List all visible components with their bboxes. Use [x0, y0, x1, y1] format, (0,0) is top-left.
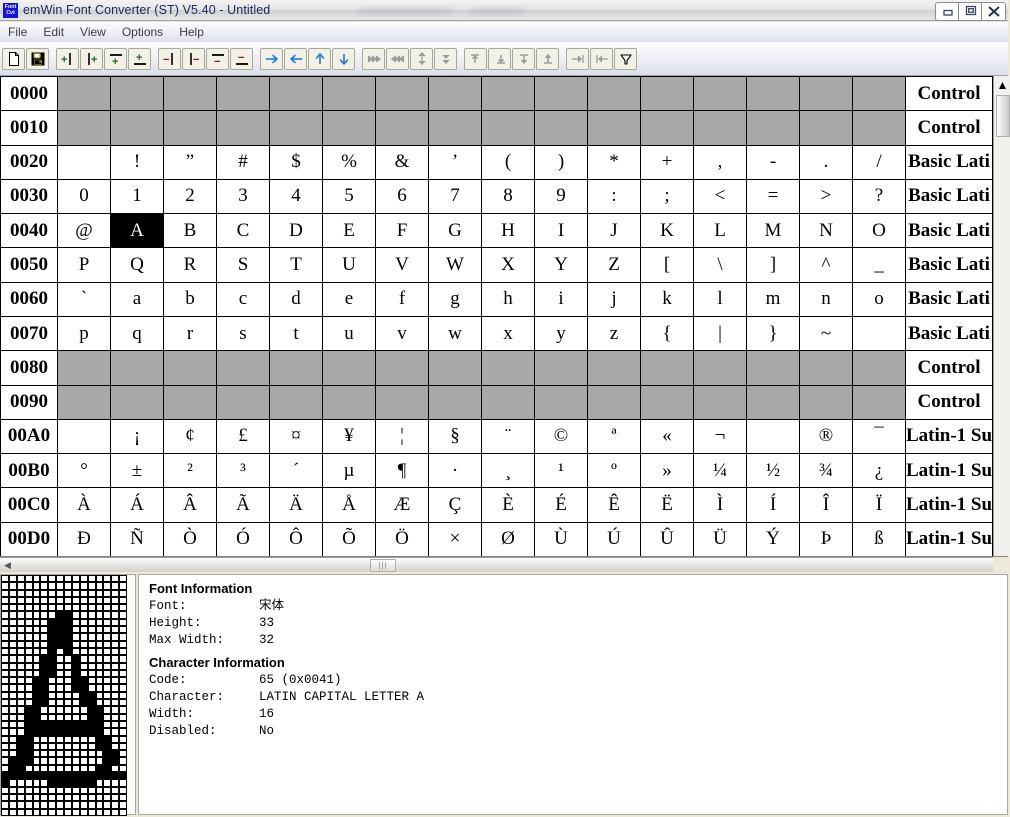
svg-text:+: + — [61, 54, 67, 66]
svg-text:−: − — [238, 52, 244, 64]
svg-text:−: − — [214, 56, 220, 67]
svg-text:−: − — [163, 54, 169, 66]
svg-text:−: − — [193, 54, 199, 66]
svg-text:+: + — [112, 56, 118, 67]
svg-text:+: + — [136, 52, 142, 64]
svg-text:+: + — [91, 54, 97, 66]
